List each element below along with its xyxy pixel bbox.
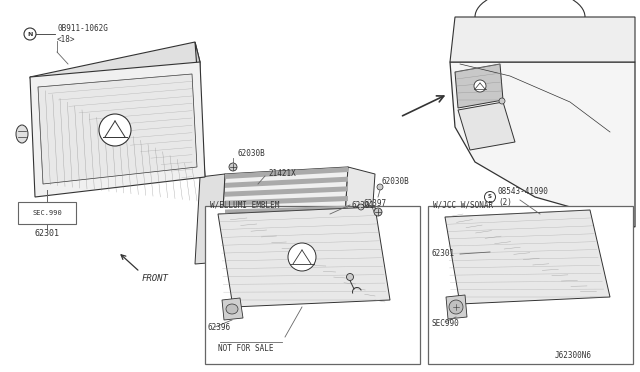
Polygon shape xyxy=(195,42,205,177)
Polygon shape xyxy=(225,186,348,197)
Text: 62301: 62301 xyxy=(432,250,455,259)
Polygon shape xyxy=(222,298,243,320)
Circle shape xyxy=(288,243,316,271)
Polygon shape xyxy=(218,207,390,307)
Polygon shape xyxy=(225,177,348,188)
FancyBboxPatch shape xyxy=(18,202,76,224)
Text: 21421X: 21421X xyxy=(268,170,296,179)
Text: FRONT: FRONT xyxy=(142,274,169,283)
Circle shape xyxy=(449,300,463,314)
Text: 62301: 62301 xyxy=(35,230,60,238)
Text: W/JCC W/SONAR: W/JCC W/SONAR xyxy=(433,201,493,210)
Text: J62300N6: J62300N6 xyxy=(555,351,592,360)
Text: 62030B: 62030B xyxy=(382,177,410,186)
Circle shape xyxy=(358,204,364,210)
Text: SEC.990: SEC.990 xyxy=(32,210,62,216)
Text: NOT FOR SALE: NOT FOR SALE xyxy=(218,344,273,353)
Polygon shape xyxy=(225,225,348,232)
Polygon shape xyxy=(225,215,348,224)
Polygon shape xyxy=(450,17,635,62)
Ellipse shape xyxy=(16,125,28,143)
Circle shape xyxy=(474,80,486,92)
Polygon shape xyxy=(225,244,348,250)
Text: N: N xyxy=(28,32,33,36)
Polygon shape xyxy=(225,196,348,206)
Text: 62396: 62396 xyxy=(208,324,231,333)
FancyBboxPatch shape xyxy=(428,206,633,364)
Circle shape xyxy=(499,98,505,104)
Polygon shape xyxy=(343,167,375,254)
Polygon shape xyxy=(225,206,348,215)
Text: 62301: 62301 xyxy=(352,201,375,209)
Polygon shape xyxy=(455,64,503,108)
Text: S: S xyxy=(488,195,492,199)
Polygon shape xyxy=(450,62,635,227)
Polygon shape xyxy=(30,42,200,97)
Polygon shape xyxy=(458,102,515,150)
Circle shape xyxy=(374,208,382,216)
Circle shape xyxy=(346,273,353,280)
Text: 08543-41090
(2): 08543-41090 (2) xyxy=(498,187,549,207)
Polygon shape xyxy=(38,74,197,184)
Polygon shape xyxy=(195,174,225,264)
Text: 62397: 62397 xyxy=(363,199,386,208)
Text: 0B911-1062G
<18>: 0B911-1062G <18> xyxy=(57,24,108,44)
Polygon shape xyxy=(225,254,348,259)
Circle shape xyxy=(377,184,383,190)
FancyBboxPatch shape xyxy=(205,206,420,364)
Polygon shape xyxy=(30,62,205,197)
Polygon shape xyxy=(220,167,348,262)
Circle shape xyxy=(229,163,237,171)
Polygon shape xyxy=(225,167,348,179)
Ellipse shape xyxy=(226,304,238,314)
Polygon shape xyxy=(225,235,348,241)
Circle shape xyxy=(99,114,131,146)
Text: SEC990: SEC990 xyxy=(432,320,460,328)
Polygon shape xyxy=(280,257,320,280)
Text: 62030B: 62030B xyxy=(238,150,266,158)
Polygon shape xyxy=(445,210,610,304)
Text: W/ELLUMI EMBLEM: W/ELLUMI EMBLEM xyxy=(210,201,280,210)
Polygon shape xyxy=(446,295,467,319)
